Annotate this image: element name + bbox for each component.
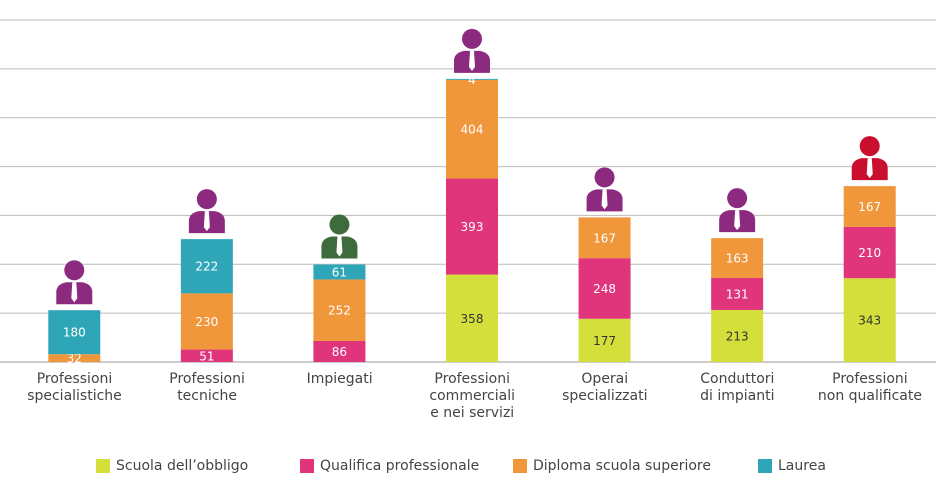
value-label: 167 — [593, 231, 616, 245]
icon-head — [197, 189, 217, 209]
legend-swatch — [513, 459, 527, 473]
icon — [719, 188, 755, 232]
legend-label: Laurea — [778, 458, 826, 474]
legend-swatch — [96, 459, 110, 473]
legend-swatch — [758, 459, 772, 473]
icon — [321, 215, 357, 259]
icon — [852, 136, 888, 180]
icon-head — [329, 215, 349, 235]
value-label: 230 — [195, 315, 218, 329]
value-label: 213 — [726, 329, 749, 343]
value-label: 358 — [461, 312, 484, 326]
icon-head — [64, 260, 84, 280]
value-label: 393 — [461, 220, 484, 234]
x-tick-label: Professioni tecniche — [141, 371, 274, 405]
x-tick-label: Professioni non qualificate — [803, 371, 936, 405]
icon-tie — [602, 189, 608, 209]
icon-tie — [734, 210, 740, 230]
x-tick-label: Professioni commerciali e nei servizi — [406, 371, 539, 422]
legend-item: Laurea — [758, 458, 826, 474]
icon — [454, 29, 490, 73]
value-label: 86 — [332, 345, 347, 359]
legend-label: Qualifica professionale — [320, 458, 479, 474]
icon-head — [727, 188, 747, 208]
value-label: 222 — [195, 260, 218, 274]
value-label: 343 — [858, 314, 881, 328]
icon — [189, 189, 225, 233]
x-tick-label: Professioni specialistiche — [8, 371, 141, 405]
legend-label: Diploma scuola superiore — [533, 458, 711, 474]
legend-label: Scuola dell’obbligo — [116, 458, 248, 474]
icon-tie — [469, 51, 475, 71]
icon-tie — [204, 211, 210, 231]
x-tick-label: Conduttori di impianti — [671, 371, 804, 405]
value-label: 404 — [461, 123, 484, 137]
value-label: 248 — [593, 282, 616, 296]
value-label: 163 — [726, 252, 749, 266]
legend-item: Scuola dell’obbligo — [96, 458, 248, 474]
icon-head — [860, 136, 880, 156]
value-label: 131 — [726, 287, 749, 301]
icon-tie — [336, 237, 342, 257]
icon-tie — [867, 158, 873, 178]
value-label: 180 — [63, 326, 86, 340]
value-label: 177 — [593, 334, 616, 348]
icon-head — [595, 167, 615, 187]
value-label: 51 — [199, 349, 214, 363]
legend-item: Diploma scuola superiore — [513, 458, 711, 474]
value-label: 252 — [328, 304, 351, 318]
value-label: 167 — [858, 200, 881, 214]
icon — [56, 260, 92, 304]
x-tick-label: Impiegati — [273, 371, 406, 388]
value-label: 61 — [332, 265, 347, 279]
value-label: 210 — [858, 246, 881, 260]
icon — [587, 167, 623, 211]
x-tick-label: Operai specializzati — [538, 371, 671, 405]
icon-head — [462, 29, 482, 49]
chart: 3218051230222862526135839340441772481672… — [0, 0, 936, 480]
legend-item: Qualifica professionale — [300, 458, 479, 474]
icon-tie — [71, 282, 77, 302]
legend-swatch — [300, 459, 314, 473]
value-label: 4 — [468, 73, 476, 87]
